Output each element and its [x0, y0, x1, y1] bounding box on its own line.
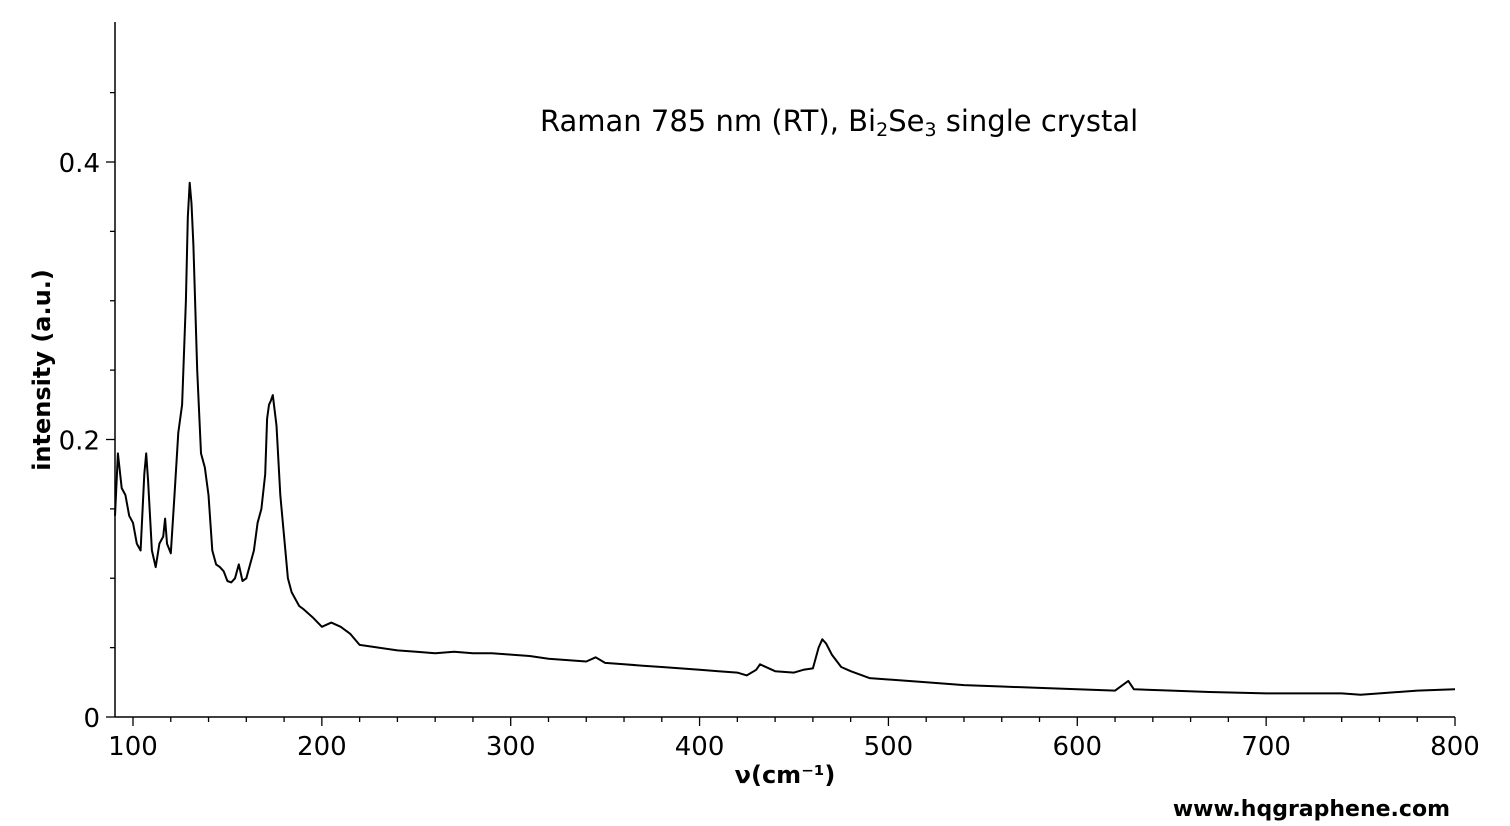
annotation-subscript: 2 [876, 119, 888, 141]
credit-url: www.hqgraphene.com [1173, 797, 1450, 822]
spectrum-line [114, 181, 1456, 696]
x-tick-labels: 100 200 300 400 500 600 700 800 [108, 732, 1480, 762]
x-tick-label: 200 [297, 732, 347, 762]
x-tick-label: 500 [864, 732, 914, 762]
x-tick-label: 600 [1052, 732, 1102, 762]
x-tick-label: 800 [1430, 732, 1480, 762]
y-tick-label: 0 [83, 704, 100, 734]
annotation-text: Se [888, 104, 924, 138]
chart-annotation: Raman 785 nm (RT), Bi2Se3 single crystal [540, 104, 1138, 141]
y-tick-label: 0.2 [59, 427, 100, 457]
y-axis-title: intensity (a.u.) [28, 269, 56, 471]
x-tick-label: 400 [675, 732, 725, 762]
x-ticks [132, 717, 1456, 726]
annotation-text: single crystal [937, 104, 1139, 138]
x-tick-label: 300 [486, 732, 536, 762]
y-tick-labels: 0 0.2 0.4 [59, 149, 100, 734]
y-ticks [106, 91, 115, 718]
x-tick-label: 700 [1241, 732, 1291, 762]
annotation-subscript: 3 [924, 119, 936, 141]
x-axis-title: ν(cm⁻¹) [735, 761, 836, 789]
x-tick-label: 100 [108, 732, 158, 762]
y-tick-label: 0.4 [59, 149, 100, 179]
annotation-text: Raman 785 nm (RT), Bi [540, 104, 876, 138]
